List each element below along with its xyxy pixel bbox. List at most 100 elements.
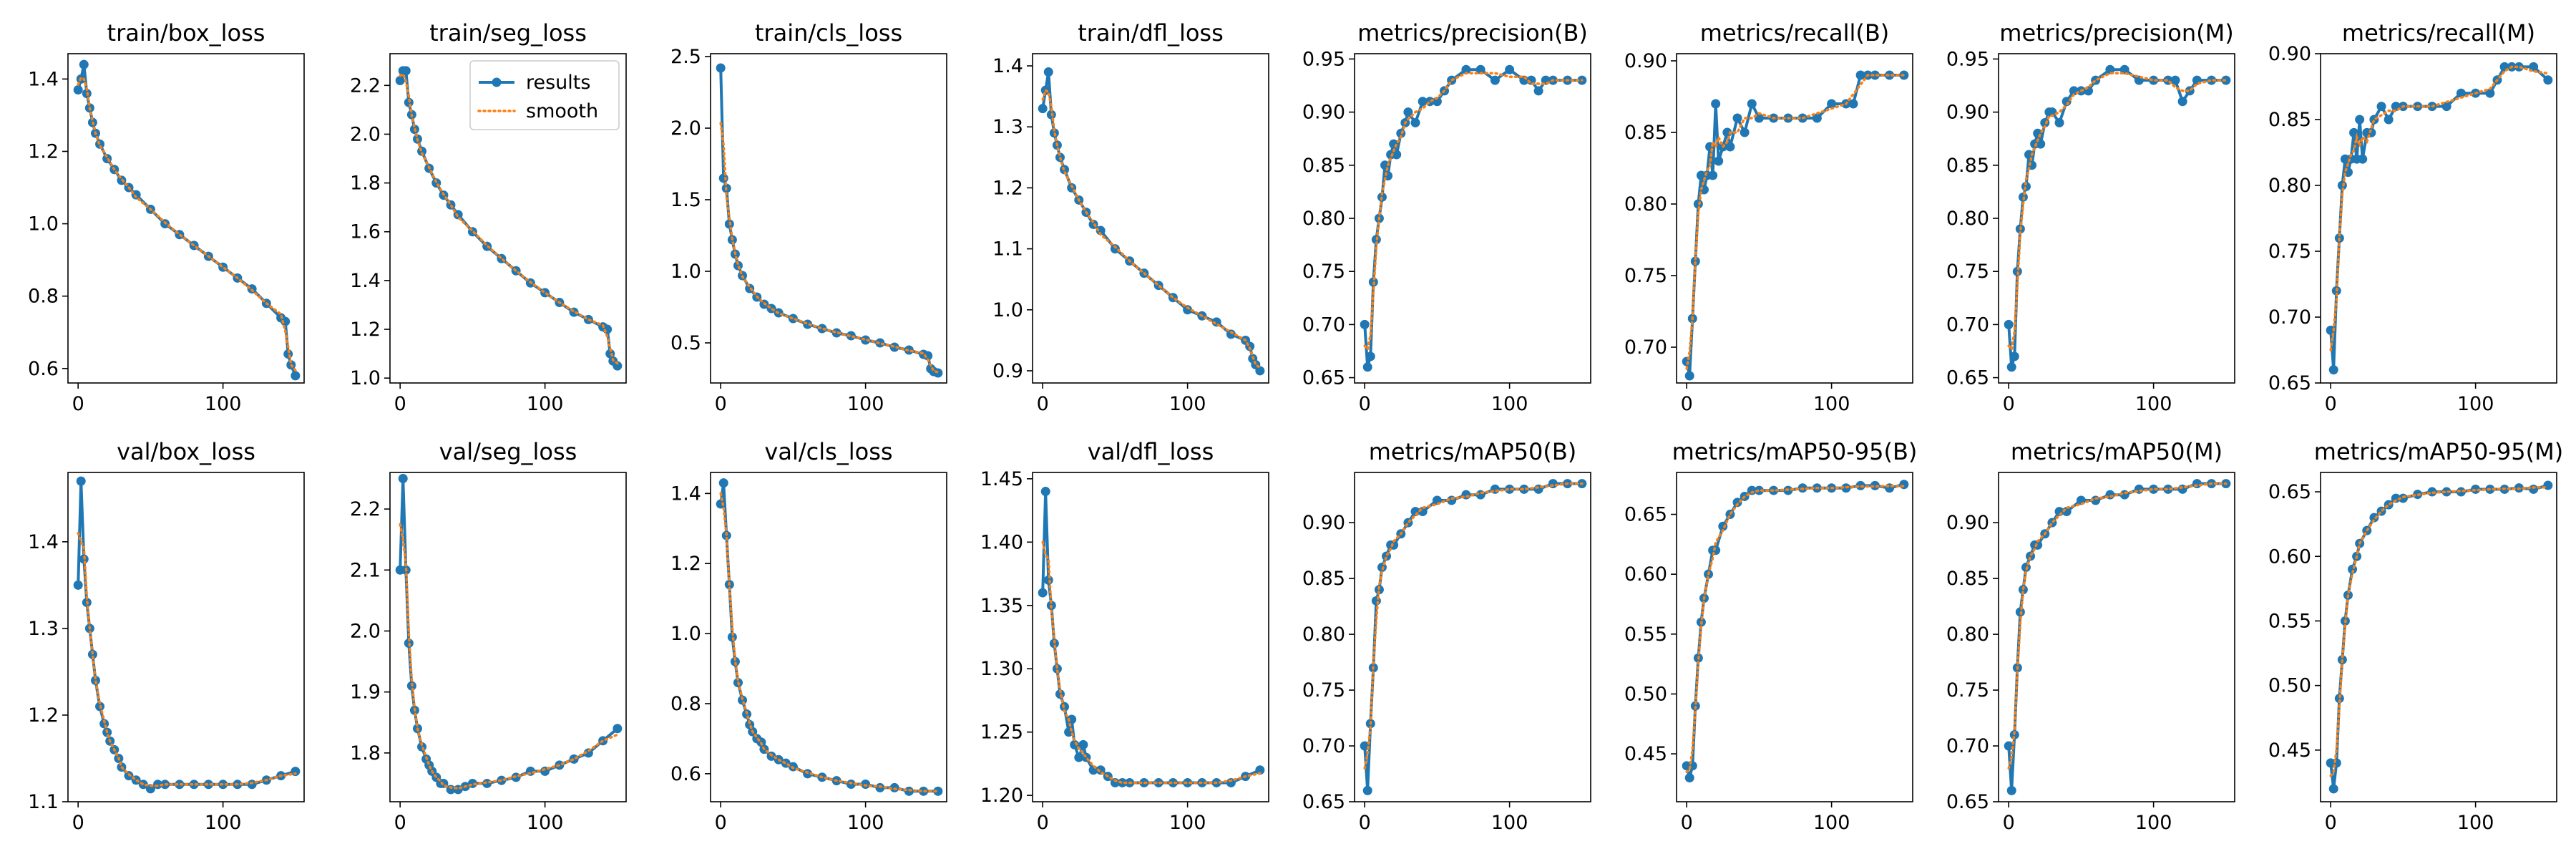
subplot-title: train/cls_loss (755, 19, 902, 47)
subplot-title: metrics/precision(M) (1999, 19, 2233, 47)
y-tick-label: 0.8 (28, 286, 59, 308)
x-tick-label: 100 (1491, 812, 1528, 834)
y-tick-label: 0.55 (1624, 623, 1667, 646)
results-point (2543, 75, 2553, 85)
subplot-title: metrics/recall(B) (1700, 19, 1890, 47)
results-point (1038, 588, 1048, 598)
y-tick-label: 0.85 (1302, 568, 1345, 590)
y-tick-label: 0.90 (1946, 102, 1989, 124)
y-tick-label: 0.9 (992, 360, 1023, 382)
y-tick-label: 0.45 (1624, 743, 1667, 765)
y-tick-label: 0.75 (1302, 679, 1345, 702)
results-point (1870, 480, 1880, 490)
results-point (73, 85, 83, 95)
results-point (1711, 99, 1721, 109)
results-point (1052, 664, 1062, 674)
y-tick-label: 2.0 (350, 123, 381, 145)
results-point (79, 59, 89, 69)
y-tick-label: 0.70 (1624, 336, 1667, 359)
subplot-title: metrics/mAP50-95(M) (2314, 438, 2563, 465)
x-tick-label: 100 (1169, 393, 1206, 415)
legend: results smooth (469, 60, 620, 130)
x-tick-label: 0 (2003, 812, 2015, 834)
results-point (73, 580, 83, 590)
subplot-13: metrics/mAP50-95(B) 0.45 0.50 0.55 0.60 0.65 0… (1624, 438, 1918, 834)
results-point (1718, 521, 1728, 531)
axes-frame (2320, 472, 2557, 802)
x-tick-label: 100 (847, 393, 884, 415)
results-point (2091, 75, 2101, 85)
results-point (2163, 484, 2173, 494)
smooth-line (1041, 88, 1262, 369)
results-point (1255, 366, 1265, 376)
results-line (1041, 70, 1262, 372)
y-tick-label: 0.75 (1946, 679, 1989, 702)
y-tick-label: 1.3 (992, 116, 1023, 138)
y-tick-label: 1.0 (670, 261, 701, 283)
y-tick-label: 1.3 (28, 618, 59, 640)
y-tick-label: 1.8 (350, 742, 381, 765)
legend-results-marker (492, 77, 502, 87)
smooth-line (719, 492, 940, 793)
x-tick-label: 0 (394, 393, 406, 415)
y-tick-label: 0.5 (670, 332, 701, 354)
results-point (933, 786, 943, 796)
results-point (2358, 154, 2368, 164)
results-point (923, 351, 933, 361)
y-tick-label: 0.85 (1624, 122, 1667, 144)
results-point (90, 676, 100, 686)
y-tick-label: 0.50 (2268, 675, 2311, 697)
y-tick-label: 1.9 (350, 681, 381, 704)
x-tick-label: 100 (1491, 393, 1528, 415)
results-point (1183, 777, 1193, 787)
results-point (730, 656, 740, 666)
x-tick-label: 100 (205, 393, 242, 415)
subplot-title: train/dfl_loss (1078, 19, 1224, 47)
subplot-title: val/dfl_loss (1088, 438, 1214, 465)
y-tick-label: 0.75 (1946, 261, 1989, 283)
results-point (1365, 351, 1375, 361)
results-point (2177, 97, 2187, 107)
x-tick-label: 0 (1037, 393, 1049, 415)
results-point (2328, 784, 2338, 794)
subplot-10: val/cls_loss 0.6 0.8 1.0 1.2 1.4 0 100 (670, 438, 947, 834)
results-point (1855, 480, 1865, 490)
y-tick-label: 0.70 (1946, 314, 1989, 336)
y-tick-label: 0.65 (1624, 504, 1667, 526)
results-point (1747, 99, 1757, 109)
results-point (2006, 785, 2016, 795)
results-point (1505, 484, 1515, 494)
subplot-title: train/box_loss (107, 19, 265, 47)
results-point (2369, 513, 2379, 523)
results-point (2054, 117, 2064, 127)
axes-frame (389, 53, 627, 384)
y-tick-label: 1.45 (980, 468, 1023, 490)
results-point (2012, 266, 2022, 276)
results-point (1725, 142, 1735, 152)
subplot-1: train/seg_loss 1.0 1.2 1.4 1.6 1.8 2.0 2.2 0 100 r… (350, 19, 627, 415)
results-point (1183, 305, 1193, 315)
results-point (1043, 67, 1053, 77)
results-point (1848, 99, 1858, 109)
x-tick-label: 0 (715, 393, 727, 415)
results-point (716, 499, 726, 509)
x-tick-label: 100 (2135, 812, 2172, 834)
y-tick-label: 1.0 (992, 299, 1023, 321)
results-point (398, 474, 408, 484)
subplot-title: metrics/mAP50(M) (2011, 438, 2223, 465)
results-point (1684, 773, 1694, 783)
results-point (1389, 139, 1399, 149)
results-point (2149, 484, 2159, 494)
subplot-4: metrics/precision(B) 0.65 0.70 0.75 0.80 0.85… (1302, 19, 1591, 415)
y-tick-label: 1.2 (670, 553, 701, 575)
y-tick-label: 1.1 (28, 791, 59, 813)
smooth-line (1041, 540, 1262, 785)
y-tick-label: 0.70 (1302, 314, 1345, 336)
y-tick-label: 1.30 (980, 658, 1023, 680)
results-point (2047, 107, 2057, 117)
y-tick-label: 0.65 (1302, 791, 1345, 813)
x-tick-label: 0 (1359, 393, 1371, 415)
y-tick-label: 0.65 (1946, 791, 1989, 813)
x-tick-label: 100 (527, 393, 564, 415)
